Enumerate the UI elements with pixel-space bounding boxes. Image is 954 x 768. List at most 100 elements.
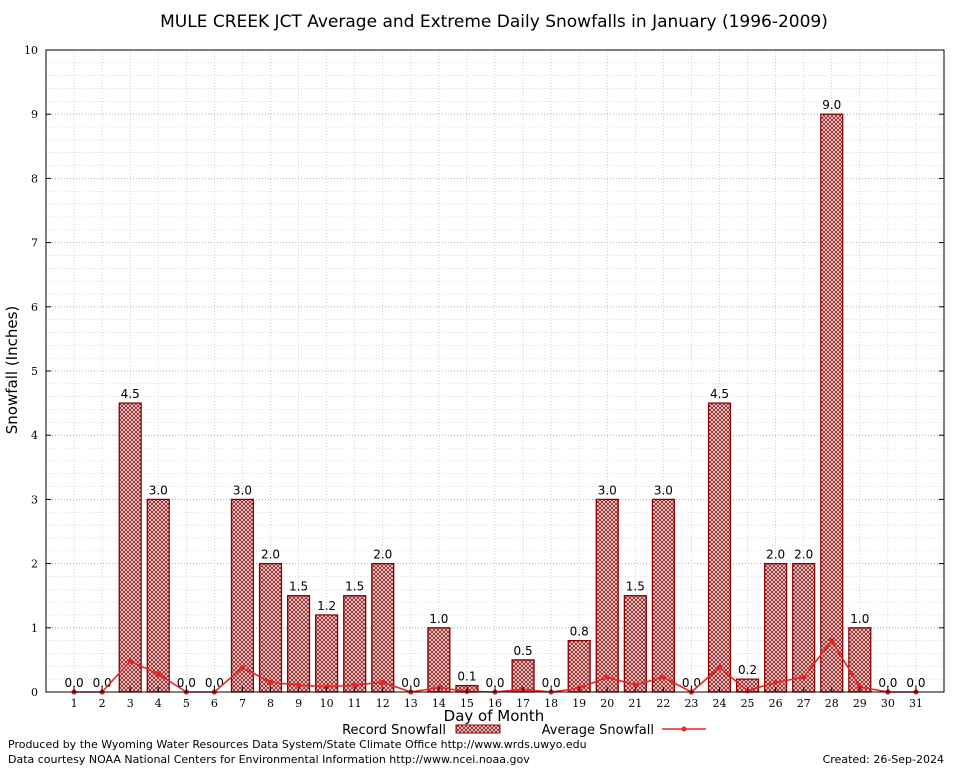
bar-day-11 bbox=[343, 595, 367, 693]
average-point bbox=[380, 679, 386, 685]
x-tick-label: 20 bbox=[600, 697, 614, 710]
y-tick-labels: 0 1 2 3 4 5 6 7 8 9 10 bbox=[24, 44, 944, 699]
x-tick-label: 31 bbox=[909, 697, 923, 710]
x-tick-label: 30 bbox=[881, 697, 895, 710]
average-point bbox=[660, 674, 666, 680]
x-tick-label: 3 bbox=[127, 697, 134, 710]
x-tick-label: 21 bbox=[628, 697, 642, 710]
average-point bbox=[857, 684, 863, 690]
bar-value-label: 0.5 bbox=[514, 644, 533, 658]
footer-producer: Produced by the Wyoming Water Resources … bbox=[8, 738, 587, 751]
y-tick-label: 9 bbox=[31, 108, 38, 121]
average-point bbox=[801, 674, 807, 680]
bar-day-7 bbox=[230, 498, 255, 693]
average-point bbox=[295, 682, 302, 688]
y-tick-label: 2 bbox=[31, 558, 38, 571]
bar-value-label: 2.0 bbox=[373, 548, 392, 562]
bar-value-label: 0.8 bbox=[570, 625, 589, 639]
x-tick-label: 9 bbox=[295, 697, 302, 710]
x-tick-label: 29 bbox=[853, 697, 867, 710]
grid bbox=[46, 50, 944, 692]
average-point bbox=[127, 658, 133, 664]
bar-day-22 bbox=[651, 498, 675, 693]
x-tick-label: 24 bbox=[713, 697, 727, 710]
bar-day-28 bbox=[820, 113, 844, 693]
x-tick-label: 26 bbox=[769, 697, 783, 710]
average-point bbox=[716, 665, 723, 671]
x-tick-label: 11 bbox=[348, 697, 362, 710]
y-tick-label: 4 bbox=[31, 429, 38, 442]
x-tick-label: 18 bbox=[544, 697, 558, 710]
bar-day-24 bbox=[707, 402, 732, 693]
bar-day-10 bbox=[315, 614, 339, 693]
bar-value-labels: 0.0 0.0 4.5 3.0 0.0 0.0 3.0 2.0 1.5 1.2 1.5 2.0 0.0 1… bbox=[65, 98, 926, 690]
bar-value-label: 9.0 bbox=[822, 98, 841, 112]
bar-value-label: 1.5 bbox=[626, 580, 645, 594]
x-tick-label: 6 bbox=[211, 697, 218, 710]
footer-data-source: Data courtesy NOAA National Centers for … bbox=[8, 753, 530, 766]
x-tick-label: 23 bbox=[684, 697, 698, 710]
y-tick-label: 6 bbox=[31, 301, 38, 314]
bar-day-21 bbox=[623, 595, 647, 693]
bar-value-label: 3.0 bbox=[598, 483, 617, 497]
bar-value-label: 3.0 bbox=[149, 483, 168, 497]
y-tick-label: 1 bbox=[31, 622, 38, 635]
legend-record-swatch bbox=[455, 724, 501, 734]
record-bars bbox=[118, 113, 872, 693]
bar-value-label: 2.0 bbox=[794, 548, 813, 562]
bar-value-label: 0.2 bbox=[738, 663, 757, 677]
bar-value-label: 1.5 bbox=[289, 580, 308, 594]
bar-value-label: 1.5 bbox=[345, 580, 364, 594]
x-tick-label: 13 bbox=[404, 697, 418, 710]
legend-average-label: Average Snowfall bbox=[542, 723, 654, 738]
bar-value-label: 1.2 bbox=[317, 599, 336, 613]
average-point bbox=[155, 671, 161, 677]
x-axis-label: Day of Month bbox=[444, 707, 545, 725]
x-tick-label: 10 bbox=[320, 697, 334, 710]
y-tick-label: 7 bbox=[31, 237, 38, 250]
bar-value-label: 0.0 bbox=[177, 676, 196, 690]
bar-value-label: 4.5 bbox=[710, 387, 729, 401]
bar-day-9 bbox=[286, 595, 311, 693]
bar-day-26 bbox=[764, 562, 788, 693]
bar-value-label: 0.0 bbox=[401, 676, 420, 690]
x-tick-label: 1 bbox=[71, 697, 78, 710]
legend-record-label: Record Snowfall bbox=[342, 723, 446, 738]
bar-day-8 bbox=[258, 562, 283, 693]
bar-value-label: 2.0 bbox=[261, 548, 280, 562]
bar-value-label: 0.0 bbox=[65, 676, 84, 690]
bar-value-label: 2.0 bbox=[766, 548, 785, 562]
y-tick-label: 5 bbox=[31, 365, 38, 378]
bar-value-label: 0.0 bbox=[542, 676, 561, 690]
bar-day-3 bbox=[118, 402, 142, 693]
bar-day-20 bbox=[595, 498, 619, 693]
bar-value-label: 1.0 bbox=[429, 612, 448, 626]
bar-value-label: 0.0 bbox=[682, 676, 701, 690]
x-tick-label: 4 bbox=[155, 697, 162, 710]
x-tick-label: 2 bbox=[99, 697, 106, 710]
bar-value-label: 0.0 bbox=[205, 676, 224, 690]
x-tick-label: 15 bbox=[460, 697, 474, 710]
x-tick-label: 8 bbox=[267, 697, 274, 710]
y-tick-label: 8 bbox=[31, 172, 38, 185]
footer-created: Created: 26-Sep-2024 bbox=[823, 753, 944, 766]
bar-day-12 bbox=[371, 562, 395, 693]
y-tick-label: 0 bbox=[31, 686, 38, 699]
average-point bbox=[632, 682, 638, 688]
x-tick-label: 25 bbox=[741, 697, 755, 710]
x-tick-label: 14 bbox=[432, 697, 446, 710]
average-point bbox=[324, 684, 330, 690]
y-tick-label: 3 bbox=[31, 493, 38, 506]
bar-day-29 bbox=[848, 627, 872, 693]
x-tick-label: 22 bbox=[656, 697, 670, 710]
bar-day-4 bbox=[146, 498, 170, 693]
bar-value-label: 0.0 bbox=[906, 676, 925, 690]
bar-value-label: 0.0 bbox=[878, 676, 897, 690]
x-tick-label: 17 bbox=[516, 697, 530, 710]
bar-day-14 bbox=[427, 627, 451, 693]
x-tick-label: 12 bbox=[376, 697, 390, 710]
average-point bbox=[352, 682, 358, 688]
y-tick-label: 10 bbox=[24, 44, 38, 57]
average-point bbox=[604, 674, 610, 680]
